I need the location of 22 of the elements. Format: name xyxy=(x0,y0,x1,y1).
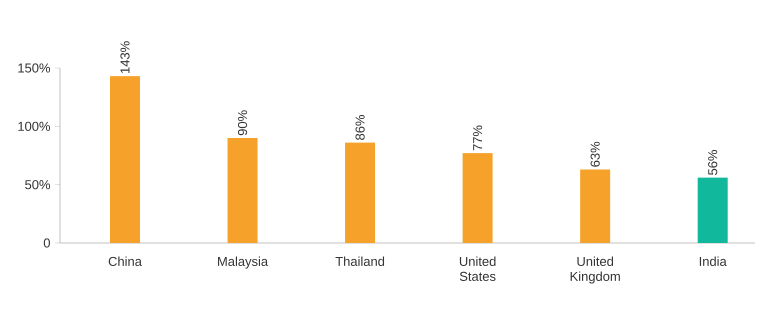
data-label: 63% xyxy=(590,142,600,167)
data-label: 90% xyxy=(238,110,248,136)
data-label: 77% xyxy=(473,126,482,150)
x-tick-label: China xyxy=(108,256,142,266)
x-tick-label: Malaysia xyxy=(218,256,268,269)
y-tick-label: 150% xyxy=(18,63,50,73)
data-label: 56% xyxy=(708,150,718,175)
x-tick-label: India xyxy=(700,256,727,266)
data-label: 143% xyxy=(120,41,130,73)
data-label: 86% xyxy=(355,115,365,140)
bar xyxy=(110,76,140,243)
y-tick-label: 50% xyxy=(25,180,50,190)
bar xyxy=(345,142,376,243)
y-tick-label: 100% xyxy=(18,122,50,131)
x-tick-label: Thailand xyxy=(336,256,384,266)
x-tick-label: United States xyxy=(460,256,496,281)
bar xyxy=(698,178,728,243)
bar xyxy=(580,170,610,243)
bar xyxy=(462,153,493,243)
bar xyxy=(228,138,258,243)
x-tick-label: United Kingdom xyxy=(570,256,620,284)
y-tick-label: 0 xyxy=(44,238,50,248)
